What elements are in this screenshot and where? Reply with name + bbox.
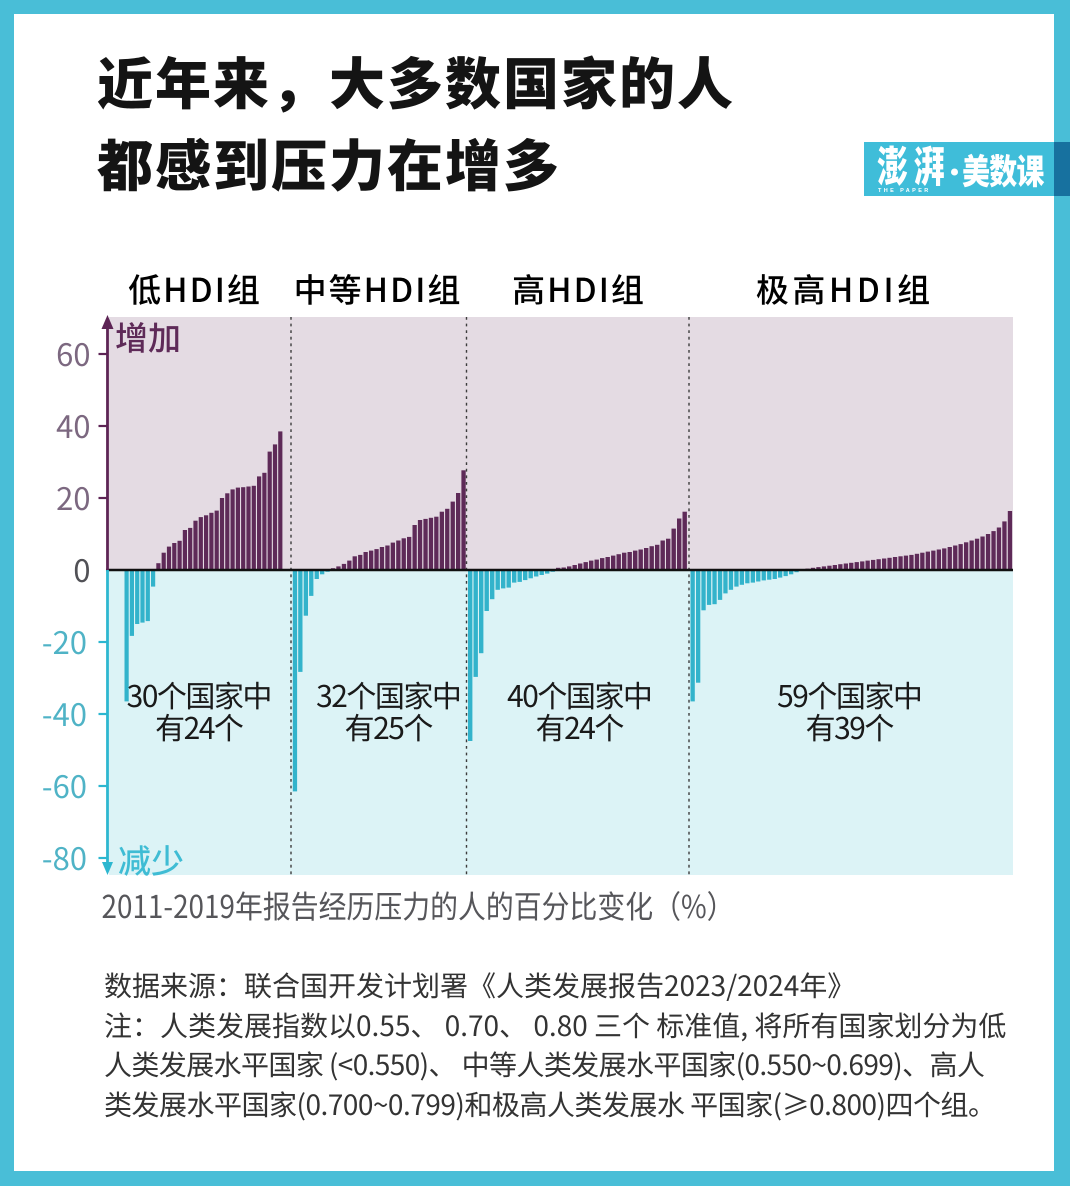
- svg-text:THE PAPER: THE PAPER: [878, 188, 931, 194]
